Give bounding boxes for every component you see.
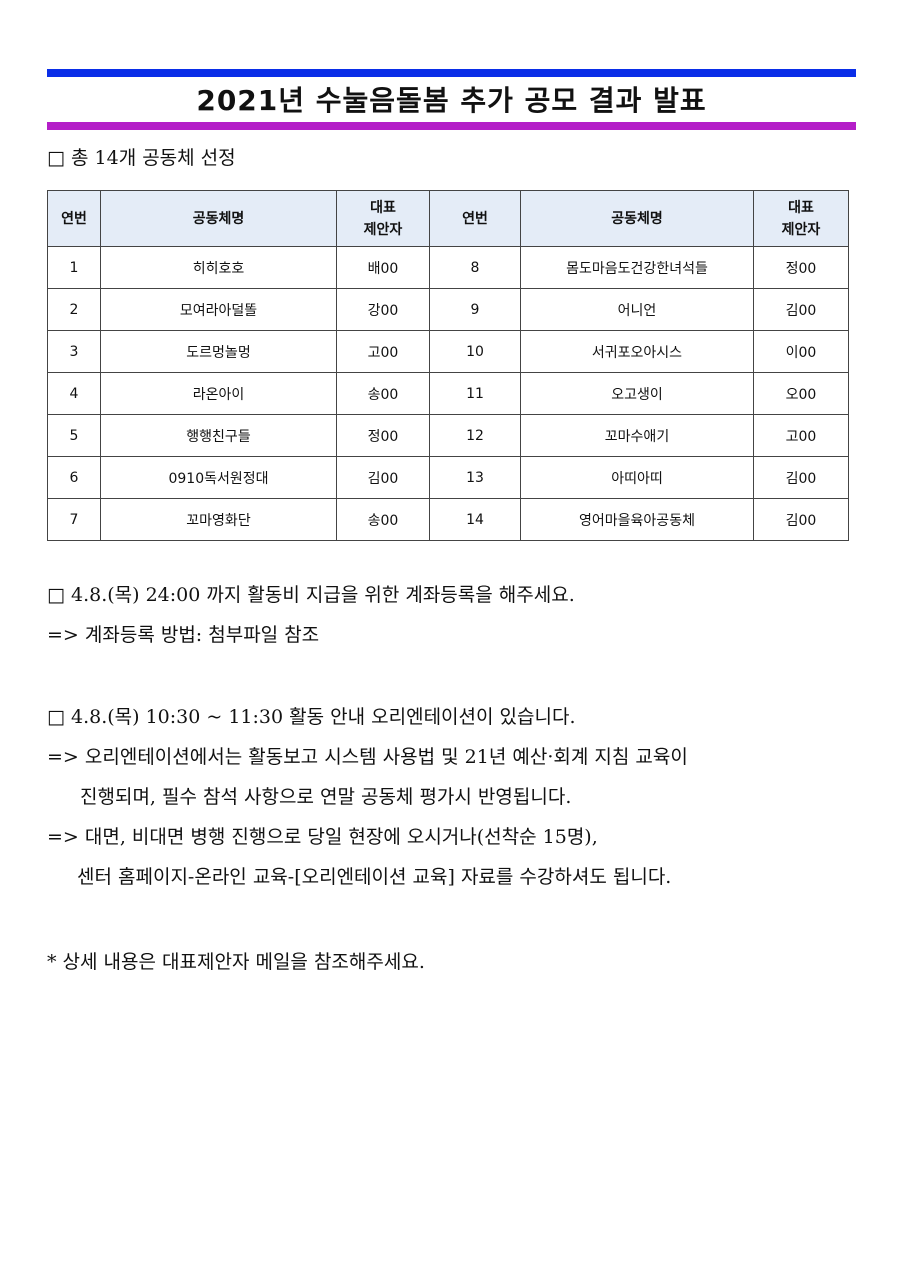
row-no: 12 [429,414,521,457]
representative: 송00 [336,498,430,541]
row-no: 8 [429,246,521,289]
header-name: 공동체명 [100,190,337,247]
page-title: 2021년 수눌음돌봄 추가 공모 결과 발표 [196,84,707,117]
row-no: 13 [429,456,521,499]
header-rep-line2: 제안자 [781,221,821,238]
notice-line: □ 4.8.(목) 10:30 ~ 11:30 활동 안내 오리엔테이션이 있습… [47,706,576,728]
row-no: 2 [47,288,101,331]
community-name: 꼬마영화단 [100,498,337,541]
representative: 오00 [753,372,849,415]
notice-line: => 오리엔테이션에서는 활동보고 시스템 사용법 및 21년 예산·회계 지침… [47,746,688,768]
community-name: 몸도마음도건강한녀석들 [520,246,754,289]
bottom-divider-bar [47,122,856,130]
table-row: 3 도르멍놀멍 고00 10 서귀포오아시스 이00 [47,330,849,373]
header-rep-line2: 제안자 [363,221,403,238]
row-no: 3 [47,330,101,373]
row-no: 4 [47,372,101,415]
community-name: 영어마을육아공동체 [520,498,754,541]
community-name: 꼬마수애기 [520,414,754,457]
community-name: 어니언 [520,288,754,331]
representative: 정00 [753,246,849,289]
table-row: 6 0910독서원정대 김00 13 아띠아띠 김00 [47,456,849,499]
row-no: 6 [47,456,101,499]
community-name: 모여라아덜똘 [100,288,337,331]
representative: 김00 [753,498,849,541]
community-name: 서귀포오아시스 [520,330,754,373]
notice-line: □ 4.8.(목) 24:00 까지 활동비 지급을 위한 계좌등록을 해주세요… [47,584,575,606]
notice-line: 센터 홈페이지-온라인 교육-[오리엔테이션 교육] 자료를 수강하셔도 됩니다… [77,866,672,888]
community-name: 0910독서원정대 [100,456,337,499]
notice-line: 진행되며, 필수 참석 사항으로 연말 공동체 평가시 반영됩니다. [80,786,572,808]
representative: 강00 [336,288,430,331]
representative: 고00 [336,330,430,373]
notice-line: * 상세 내용은 대표제안자 메일을 참조해주세요. [47,951,425,973]
header-no: 연번 [429,190,521,247]
representative: 김00 [753,288,849,331]
representative: 이00 [753,330,849,373]
representative: 송00 [336,372,430,415]
community-name: 아띠아띠 [520,456,754,499]
row-no: 7 [47,498,101,541]
community-name: 도르멍놀멍 [100,330,337,373]
community-name: 라온아이 [100,372,337,415]
header-rep-line1: 대표 [788,199,814,216]
community-name: 오고생이 [520,372,754,415]
table-row: 7 꼬마영화단 송00 14 영어마을육아공동체 김00 [47,498,849,541]
row-no: 10 [429,330,521,373]
representative: 고00 [753,414,849,457]
row-no: 5 [47,414,101,457]
table-row: 1 히히호호 배00 8 몸도마음도건강한녀석들 정00 [47,246,849,289]
representative: 김00 [753,456,849,499]
representative: 배00 [336,246,430,289]
header-name: 공동체명 [520,190,754,247]
row-no: 9 [429,288,521,331]
community-name: 히히호호 [100,246,337,289]
notice-line: => 계좌등록 방법: 첨부파일 참조 [47,624,320,646]
summary-line: □ 총 14개 공동체 선정 [47,147,236,169]
top-divider-bar [47,69,856,77]
row-no: 1 [47,246,101,289]
header-rep-line1: 대표 [370,199,396,216]
row-no: 11 [429,372,521,415]
representative: 정00 [336,414,430,457]
notice-line: => 대면, 비대면 병행 진행으로 당일 현장에 오시거나(선착순 15명), [47,826,598,848]
representative: 김00 [336,456,430,499]
community-name: 행행친구들 [100,414,337,457]
header-no: 연번 [47,190,101,247]
table-row: 4 라온아이 송00 11 오고생이 오00 [47,372,849,415]
row-no: 14 [429,498,521,541]
table-row: 2 모여라아덜똘 강00 9 어니언 김00 [47,288,849,331]
table-row: 5 행행친구들 정00 12 꼬마수애기 고00 [47,414,849,457]
